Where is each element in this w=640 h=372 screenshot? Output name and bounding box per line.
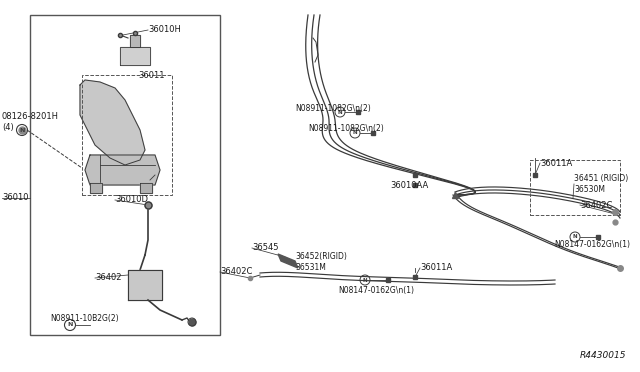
Polygon shape: [140, 183, 152, 193]
Polygon shape: [130, 35, 140, 47]
Text: 36451 (RIGID)
36530M: 36451 (RIGID) 36530M: [574, 174, 628, 194]
Text: N08911-1082G\n(2): N08911-1082G\n(2): [308, 124, 384, 132]
Text: N: N: [338, 109, 342, 115]
Text: N08911-10B2G(2): N08911-10B2G(2): [50, 314, 118, 323]
Text: 36402C: 36402C: [580, 201, 612, 209]
Bar: [30, 15, 220, 335]
Polygon shape: [85, 155, 160, 185]
Text: N: N: [19, 128, 25, 132]
Text: 36011: 36011: [138, 71, 164, 80]
Bar: [530, 160, 620, 215]
Text: N08911-1082G\n(2): N08911-1082G\n(2): [295, 103, 371, 112]
Bar: [82, 75, 172, 195]
Text: 36010AA: 36010AA: [390, 180, 428, 189]
Text: 36402: 36402: [95, 273, 122, 282]
Text: 36010: 36010: [2, 193, 29, 202]
Polygon shape: [90, 183, 102, 193]
Polygon shape: [128, 270, 162, 300]
Text: N: N: [363, 278, 367, 282]
Text: 36010D: 36010D: [115, 196, 148, 205]
Text: 36452(RIGID)
36531M: 36452(RIGID) 36531M: [295, 252, 347, 272]
Text: 36010H: 36010H: [148, 26, 181, 35]
Text: 36402C: 36402C: [220, 267, 252, 276]
Text: N08147-0162G\n(1): N08147-0162G\n(1): [338, 285, 414, 295]
Polygon shape: [120, 47, 150, 65]
Polygon shape: [80, 80, 145, 165]
Text: N: N: [67, 323, 73, 327]
Text: N: N: [353, 131, 357, 135]
Text: 36011A: 36011A: [420, 263, 452, 273]
Text: N: N: [573, 234, 577, 240]
Text: N08147-0162G\n(1): N08147-0162G\n(1): [554, 241, 630, 250]
Text: 36545: 36545: [252, 244, 278, 253]
Text: R4430015: R4430015: [580, 350, 627, 359]
Text: 08126-8201H
(4): 08126-8201H (4): [2, 112, 59, 132]
Text: 36011A: 36011A: [540, 158, 572, 167]
Polygon shape: [278, 254, 298, 268]
